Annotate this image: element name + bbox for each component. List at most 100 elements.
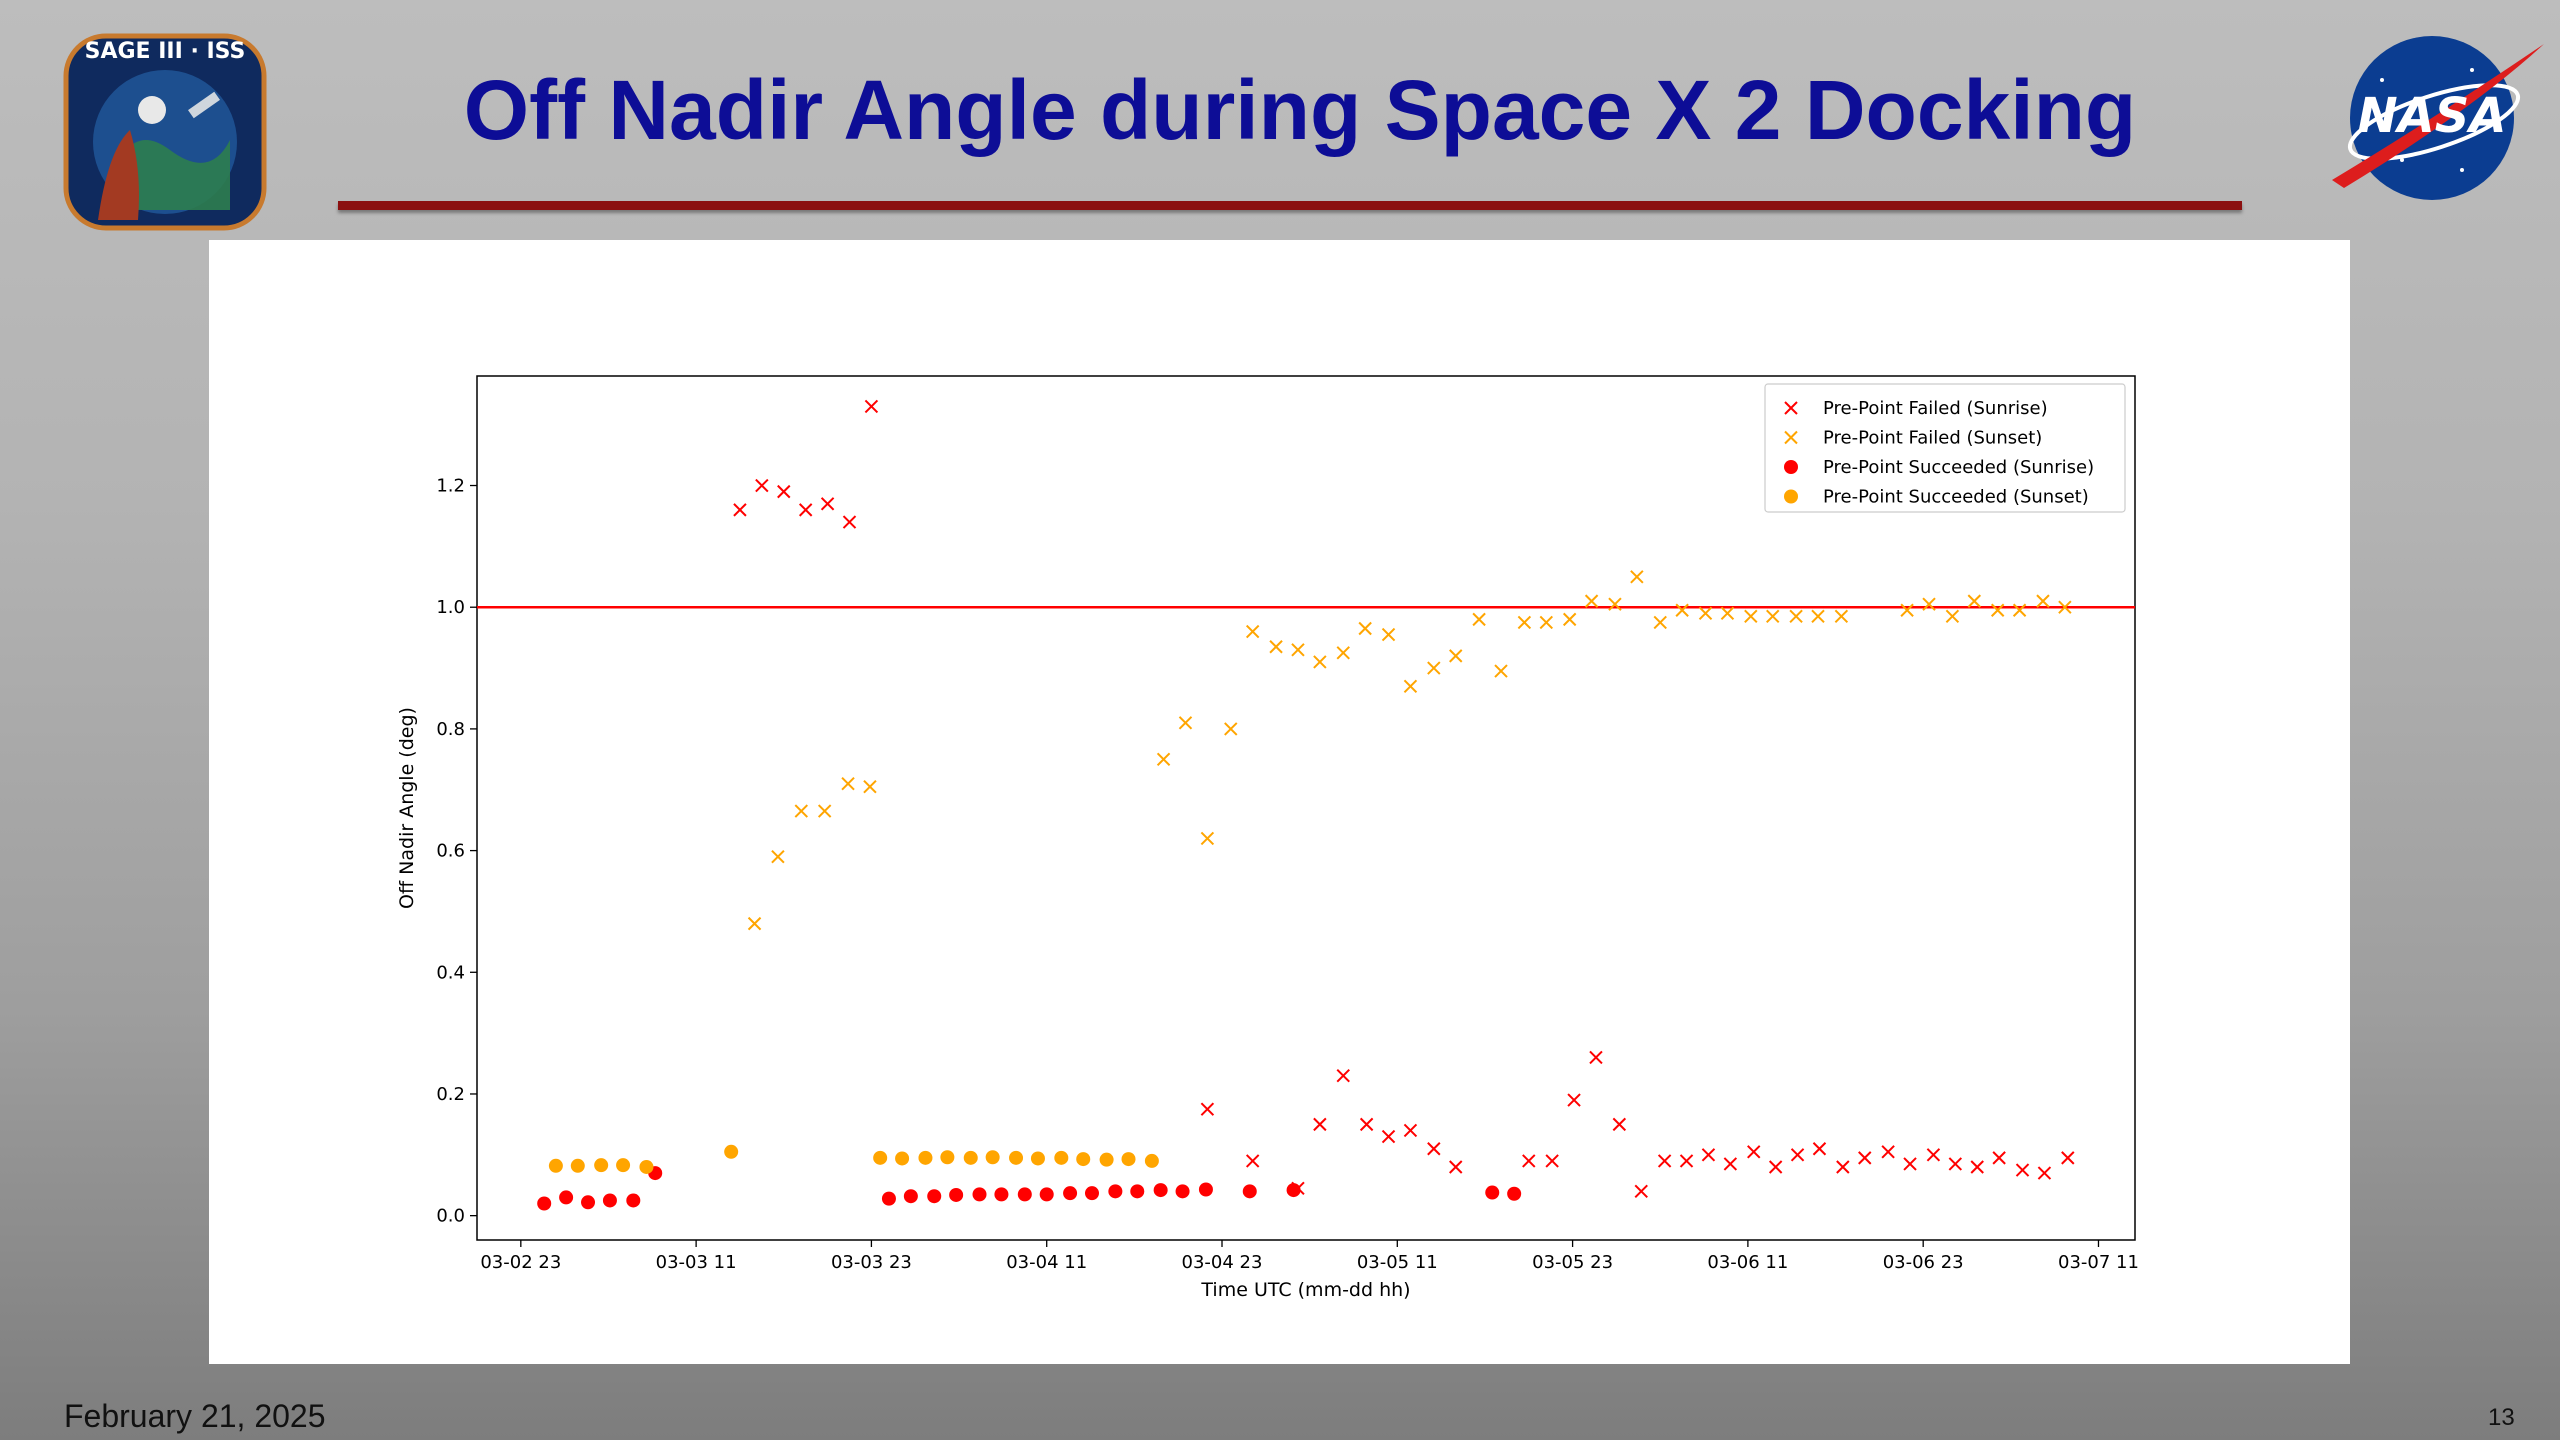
off-nadir-scatter-chart: 03-02 23 03-03 11 03-03 23 03-04 11 03-04 23… — [396, 375, 2139, 1301]
legend-label: Pre-Point Failed (Sunrise) — [1823, 398, 2048, 419]
legend-label: Pre-Point Succeeded (Sunset) — [1823, 487, 2089, 508]
data-point-x — [1589, 1050, 1603, 1065]
data-point-dot — [1121, 1152, 1136, 1167]
data-point-dot — [1153, 1183, 1168, 1198]
data-point-x — [1313, 1117, 1327, 1132]
star-field-icon — [2380, 68, 2494, 172]
data-point-dot — [1108, 1184, 1123, 1199]
data-point-x — [1992, 1151, 2006, 1165]
data-point-x — [1245, 624, 1260, 639]
data-point-x — [1881, 1145, 1895, 1159]
title-divider — [338, 201, 2242, 210]
data-point-dot — [895, 1151, 910, 1166]
data-point-x — [1634, 1184, 1648, 1199]
data-point-x — [1336, 1069, 1350, 1083]
data-point-x — [1313, 655, 1327, 669]
data-point-dot — [581, 1195, 596, 1210]
y-tick-label: 1.0 — [436, 597, 465, 618]
data-point-dot — [918, 1150, 933, 1165]
data-point-dot — [602, 1193, 617, 1208]
series-4 — [548, 1144, 1159, 1174]
data-point-x — [1945, 609, 1960, 624]
legend-box — [1764, 383, 2126, 513]
data-point-x — [841, 776, 855, 791]
data-point-x — [1747, 1145, 1761, 1159]
data-point-dot — [972, 1187, 987, 1202]
data-point-x — [1784, 430, 1798, 445]
data-point-x — [1381, 1129, 1396, 1144]
data-point-x — [1200, 1102, 1215, 1116]
x-tick-label: 03-02 23 — [480, 1252, 561, 1273]
data-point-dot — [1784, 460, 1798, 474]
data-point-x — [1156, 752, 1171, 767]
data-point-x — [1449, 649, 1463, 663]
data-point-x — [2058, 600, 2072, 614]
y-tick-label: 0.8 — [436, 719, 465, 740]
moon-icon — [138, 96, 166, 124]
data-point-x — [2037, 1166, 2052, 1180]
data-point-x — [864, 399, 879, 414]
data-point-x — [1922, 597, 1936, 611]
data-point-x — [1359, 1117, 1374, 1132]
data-point-x — [1766, 609, 1780, 624]
legend-item: Pre-Point Succeeded (Sunset) — [1784, 487, 2089, 508]
data-point-x — [1812, 1142, 1827, 1156]
data-point-x — [1245, 1154, 1260, 1168]
data-point-x — [794, 804, 809, 818]
data-point-dot — [1242, 1184, 1257, 1199]
data-point-x — [1403, 1123, 1418, 1138]
data-point-dot — [940, 1150, 955, 1165]
data-point-dot — [881, 1191, 896, 1206]
data-point-dot — [1039, 1187, 1054, 1202]
data-point-x — [1701, 1148, 1716, 1162]
x-tick-label: 03-04 23 — [1182, 1252, 1263, 1273]
data-point-dot — [1030, 1151, 1045, 1166]
data-point-x — [2012, 603, 2027, 617]
data-point-x — [1472, 612, 1486, 627]
chart-panel: 03-02 23 03-03 11 03-03 23 03-04 11 03-04 23… — [209, 240, 2350, 1364]
data-point-dot — [903, 1189, 918, 1204]
data-point-dot — [724, 1144, 739, 1159]
data-point-x — [1449, 1160, 1463, 1174]
data-point-x — [1811, 609, 1825, 624]
data-point-dot — [1198, 1182, 1213, 1197]
data-point-dot — [570, 1158, 585, 1173]
data-point-x — [1545, 1154, 1559, 1168]
data-point-x — [1427, 661, 1441, 675]
data-point-x — [1381, 627, 1396, 642]
data-point-x — [820, 497, 835, 511]
data-point-x — [1494, 664, 1508, 678]
data-point-dot — [537, 1196, 552, 1211]
vector-chevron-icon — [2332, 44, 2544, 188]
data-point-x — [1562, 612, 1577, 627]
data-point-x — [842, 515, 857, 529]
plot-frame — [476, 375, 2136, 1241]
data-point-x — [733, 503, 747, 517]
legend-label: Pre-Point Succeeded (Sunrise) — [1823, 457, 2094, 478]
data-point-x — [1967, 594, 1982, 608]
data-point-x — [1784, 401, 1798, 415]
sage-iii-iss-mission-patch: SAGE III · ISS — [63, 33, 267, 231]
data-point-dot — [949, 1187, 964, 1202]
data-point-x — [1269, 640, 1283, 654]
data-point-x — [1584, 594, 1599, 608]
data-point-dot — [963, 1150, 978, 1165]
x-tick-label: 03-04 11 — [1006, 1252, 1087, 1273]
data-point-dot — [594, 1158, 609, 1173]
data-point-x — [1789, 609, 1803, 624]
data-point-x — [1522, 1154, 1536, 1168]
series-1 — [733, 399, 2075, 1199]
data-point-x — [2061, 1151, 2075, 1165]
data-point-x — [1675, 603, 1689, 617]
data-point-x — [1836, 1160, 1850, 1174]
data-point-x — [1178, 716, 1193, 730]
data-point-x — [1990, 603, 2005, 617]
x-tick-label: 03-05 23 — [1532, 1252, 1613, 1273]
data-point-dot — [616, 1158, 631, 1173]
data-point-dot — [1084, 1186, 1099, 1201]
data-point-x — [1858, 1151, 1872, 1165]
series-3 — [537, 1166, 1522, 1211]
data-point-x — [817, 804, 832, 818]
data-point-dot — [927, 1189, 942, 1204]
data-point-x — [1612, 1117, 1627, 1132]
